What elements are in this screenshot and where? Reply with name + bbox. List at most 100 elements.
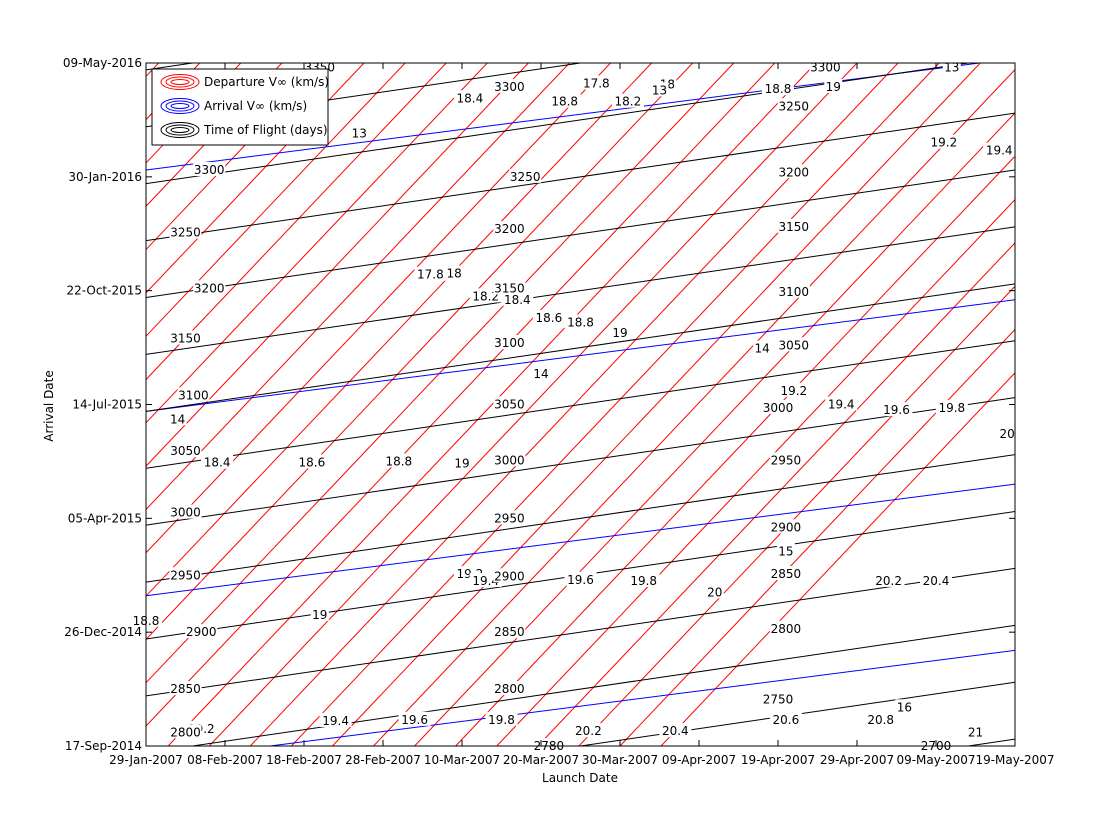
contour-label-bg xyxy=(572,723,605,738)
contour-label: 2850 xyxy=(170,682,201,696)
contour-label-bg xyxy=(659,723,692,738)
contour-label-bg xyxy=(777,164,810,179)
x-tick-label: 29-Apr-2007 xyxy=(820,753,894,767)
contour-label: 19.4 xyxy=(472,574,499,588)
contour-label: 19 xyxy=(826,80,841,94)
x-axis: 29-Jan-2007 08-Feb-2007 18-Feb-2007 28-Feb-… xyxy=(109,63,1055,767)
y-tick-label: 05-Apr-2015 xyxy=(68,511,142,525)
contour-label: 14 xyxy=(170,412,185,426)
contour-label: 2900 xyxy=(771,520,802,534)
contour-label: 19.2 xyxy=(780,384,807,398)
contour-label-bg xyxy=(493,624,526,639)
contour-label-bg xyxy=(185,624,218,639)
contour-label-bg xyxy=(762,399,794,414)
contour-label: 16 xyxy=(897,700,912,714)
contour-label: 18.6 xyxy=(299,456,326,470)
departure-vinf-contour xyxy=(537,242,1015,746)
contour-label-bg xyxy=(509,168,542,183)
time-of-flight-contour xyxy=(146,63,972,185)
contour-label: 18.8 xyxy=(385,454,412,468)
contour-label: 20.2 xyxy=(575,724,602,738)
x-tick-label: 10-Mar-2007 xyxy=(424,753,500,767)
contour-label-bg xyxy=(777,337,810,352)
contour-label-bg xyxy=(920,572,952,587)
contour-label: 3100 xyxy=(779,285,810,299)
contour-label: 3200 xyxy=(779,165,810,179)
arrival-vinf-contour xyxy=(146,483,1015,597)
x-tick-label: 19-May-2007 xyxy=(975,753,1054,767)
contour-label-bg xyxy=(769,566,802,581)
contour-label-bg xyxy=(825,396,858,411)
contour-label: 3300 xyxy=(810,61,841,75)
contour-label: 3150 xyxy=(170,331,201,345)
departure-vinf-contour xyxy=(496,198,1015,746)
contour-label: 3000 xyxy=(170,506,201,520)
contour-label-bg xyxy=(493,280,526,295)
y-axis: 17-Sep-2014 26-Dec-2014 05-Apr-2015 14-Jul-… xyxy=(63,56,1015,753)
departure-vinf-contour xyxy=(146,63,611,554)
contour-label: 19 xyxy=(454,457,469,471)
contour-label: 18.6 xyxy=(536,311,563,325)
contour-label-bg xyxy=(777,382,810,397)
contour-label: 13 xyxy=(352,127,367,141)
contour-label-bg xyxy=(864,711,897,726)
contour-label-bg xyxy=(445,265,464,280)
contour-label: 2950 xyxy=(771,453,802,467)
contour-label: 3250 xyxy=(170,226,201,240)
contour-label: 3250 xyxy=(510,170,541,184)
contour-label: 20 xyxy=(999,427,1014,441)
contour-label: 19.4 xyxy=(322,714,349,728)
contour-label-bg xyxy=(295,454,328,469)
contour-label-bg xyxy=(564,571,597,586)
legend-swatch xyxy=(160,74,200,90)
contour-label-bg xyxy=(169,330,202,345)
contour-label: 2850 xyxy=(771,567,802,581)
departure-vinf-contour xyxy=(146,63,324,251)
contour-label: 2900 xyxy=(494,569,525,583)
contour-label: 2950 xyxy=(170,568,201,582)
time-of-flight-contour xyxy=(146,226,1015,355)
contour-label-bg xyxy=(762,81,794,96)
contour-label: 18.8 xyxy=(567,316,594,330)
time-of-flight-contour xyxy=(146,112,1015,242)
legend-swatch xyxy=(160,98,200,114)
departure-vinf-contour xyxy=(146,63,283,207)
x-axis-title: Launch Date xyxy=(542,771,618,785)
contour-label: 20.6 xyxy=(773,713,800,727)
contour-label-bg xyxy=(193,162,226,177)
contour-label: 15 xyxy=(778,544,793,558)
contour-label-bg xyxy=(966,724,985,739)
contour-label-bg xyxy=(493,221,526,236)
contour-label: 3100 xyxy=(494,336,525,350)
contour-label: 2950 xyxy=(494,511,525,525)
contour-label-bg xyxy=(493,568,526,583)
legend-swatch xyxy=(170,127,190,133)
contour-label-bg xyxy=(777,218,810,233)
contour-label: 19.6 xyxy=(883,403,910,417)
contour-label-bg xyxy=(872,572,905,587)
departure-vinf-contour xyxy=(146,63,652,597)
legend-swatch xyxy=(170,103,190,109)
contour-label-bg xyxy=(532,365,550,380)
x-tick-label: 20-Mar-2007 xyxy=(503,753,579,767)
contour-label: 3050 xyxy=(170,444,201,458)
contour-label-bg xyxy=(453,90,486,105)
contour-label: 3300 xyxy=(194,163,225,177)
contour-label: 19.4 xyxy=(828,398,855,412)
contour-label: 14 xyxy=(533,367,548,381)
contour-label-bg xyxy=(169,681,202,696)
legend-label: Time of Flight (days) xyxy=(203,123,328,137)
contour-label-bg xyxy=(705,584,724,599)
time-of-flight-contour xyxy=(146,567,1015,697)
x-tick-label: 08-Feb-2007 xyxy=(187,753,263,767)
departure-vinf-contour xyxy=(146,63,694,641)
contour-label-bg xyxy=(414,266,447,281)
departure-vinf-contour xyxy=(146,63,488,424)
contour-label: 19.6 xyxy=(567,573,594,587)
contour-label: 18.8 xyxy=(551,95,578,109)
departure-vinf-contour xyxy=(0,63,76,746)
time-of-flight-contour xyxy=(146,397,1015,526)
contour-label: 18.4 xyxy=(204,456,231,470)
contour-label: 19.8 xyxy=(938,401,965,415)
contour-label-bg xyxy=(564,314,597,329)
